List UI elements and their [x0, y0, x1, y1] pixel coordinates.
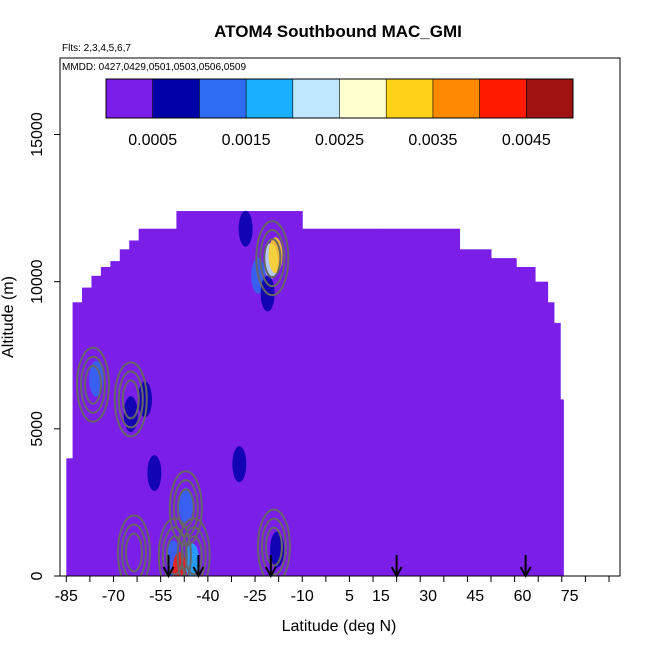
contour-ring: [113, 361, 148, 438]
colorbar-segment: [526, 79, 574, 118]
enhanced-cell: [89, 360, 104, 397]
colorbar-segment: [199, 79, 247, 118]
enhanced-cell: [178, 487, 193, 524]
profile-column: [535, 281, 549, 576]
plot-area: [66, 210, 564, 576]
x-tick-label: 45: [466, 588, 484, 605]
contour-ring: [80, 355, 107, 414]
profile-column: [459, 249, 492, 576]
colorbar-segment: [386, 79, 434, 118]
x-tick-label: -70: [102, 588, 125, 605]
contour-ring: [255, 220, 290, 297]
contour-ring: [84, 364, 103, 405]
x-axis-label: Latitude (deg N): [282, 618, 397, 635]
profile-column: [110, 261, 121, 576]
chart-title: ATOM4 Southbound MAC_GMI: [214, 22, 462, 41]
contour-ring: [124, 532, 143, 573]
colorbar-segment: [432, 79, 480, 118]
y-tick-label: 10000: [29, 259, 46, 304]
y-axis: 0 5000 10000 15000: [29, 112, 60, 580]
x-tick-label: 75: [561, 588, 579, 605]
contour-ring: [263, 238, 282, 279]
profile-column: [66, 458, 74, 576]
contour-ring: [121, 379, 140, 420]
x-tick-label: -40: [196, 588, 219, 605]
colorbar-segment: [246, 79, 294, 118]
contour-ring: [176, 488, 195, 529]
contour-ring: [176, 517, 211, 576]
contour-ring: [256, 508, 291, 576]
profile-column: [560, 399, 564, 576]
contour-ring: [259, 229, 286, 288]
contour-ring: [264, 526, 283, 567]
colorbar: 0.0005 0.0015 0.0025 0.0035 0.0045: [105, 78, 574, 149]
y-tick-label: 0: [29, 571, 46, 580]
colorbar-tick-label: 0.0005: [128, 132, 177, 149]
x-tick-label: 15: [372, 588, 390, 605]
x-tick-label: -85: [55, 588, 78, 605]
x-tick-label: 60: [514, 588, 532, 605]
contour-ring: [172, 479, 199, 538]
colorbar-segment: [339, 79, 387, 118]
profile-column: [547, 302, 555, 576]
colorbar-tick-label: 0.0045: [502, 132, 551, 149]
colorbar-segment: [479, 79, 527, 118]
contour-ring: [120, 523, 147, 576]
colorbar-segment: [152, 79, 200, 118]
contour-ring: [76, 346, 111, 423]
profile-column: [553, 322, 561, 576]
y-tick-label: 5000: [29, 411, 46, 447]
profile-column: [491, 258, 517, 576]
profile-column: [302, 228, 382, 576]
y-tick-label: 15000: [29, 112, 46, 157]
plot-frame: [59, 57, 621, 577]
x-tick-label: -10: [291, 588, 314, 605]
profile-column: [380, 228, 461, 576]
contour-ring: [260, 517, 287, 576]
x-tick-label: 5: [345, 588, 354, 605]
flights-note: Flts: 2,3,4,5,6,7: [62, 43, 131, 54]
x-axis: -85 -70 -55 -40 -25 -10 5 15 30 45 60 75: [55, 576, 610, 605]
profile-column: [82, 287, 92, 576]
enhanced-cell: [123, 396, 138, 433]
colorbar-tick-label: 0.0025: [315, 132, 364, 149]
profile-column: [72, 302, 83, 576]
contour-ring: [161, 526, 188, 576]
x-tick-label: -55: [149, 588, 172, 605]
colorbar-tick-label: 0.0035: [408, 132, 457, 149]
profile-column: [100, 266, 111, 576]
profile-column: [91, 275, 102, 576]
contour-ring: [168, 470, 203, 547]
x-tick-label: -25: [243, 588, 266, 605]
profile-column: [516, 266, 536, 576]
colorbar-tick-label: 0.0015: [222, 132, 271, 149]
contour-ring: [184, 535, 203, 576]
contour-ring: [117, 370, 144, 429]
contour-ring: [116, 514, 151, 576]
enhanced-cell: [147, 454, 162, 491]
y-axis-label: Altitude (m): [0, 276, 17, 358]
colorbar-segment: [292, 79, 340, 118]
dates-note: MMDD: 0427,0429,0501,0503,0506,0509: [62, 62, 246, 73]
enhanced-cell: [232, 446, 247, 483]
contour-lines: [76, 220, 291, 576]
enhanced-cell: [238, 210, 253, 247]
x-tick-label: 30: [419, 588, 437, 605]
colorbar-segment: [106, 79, 153, 118]
